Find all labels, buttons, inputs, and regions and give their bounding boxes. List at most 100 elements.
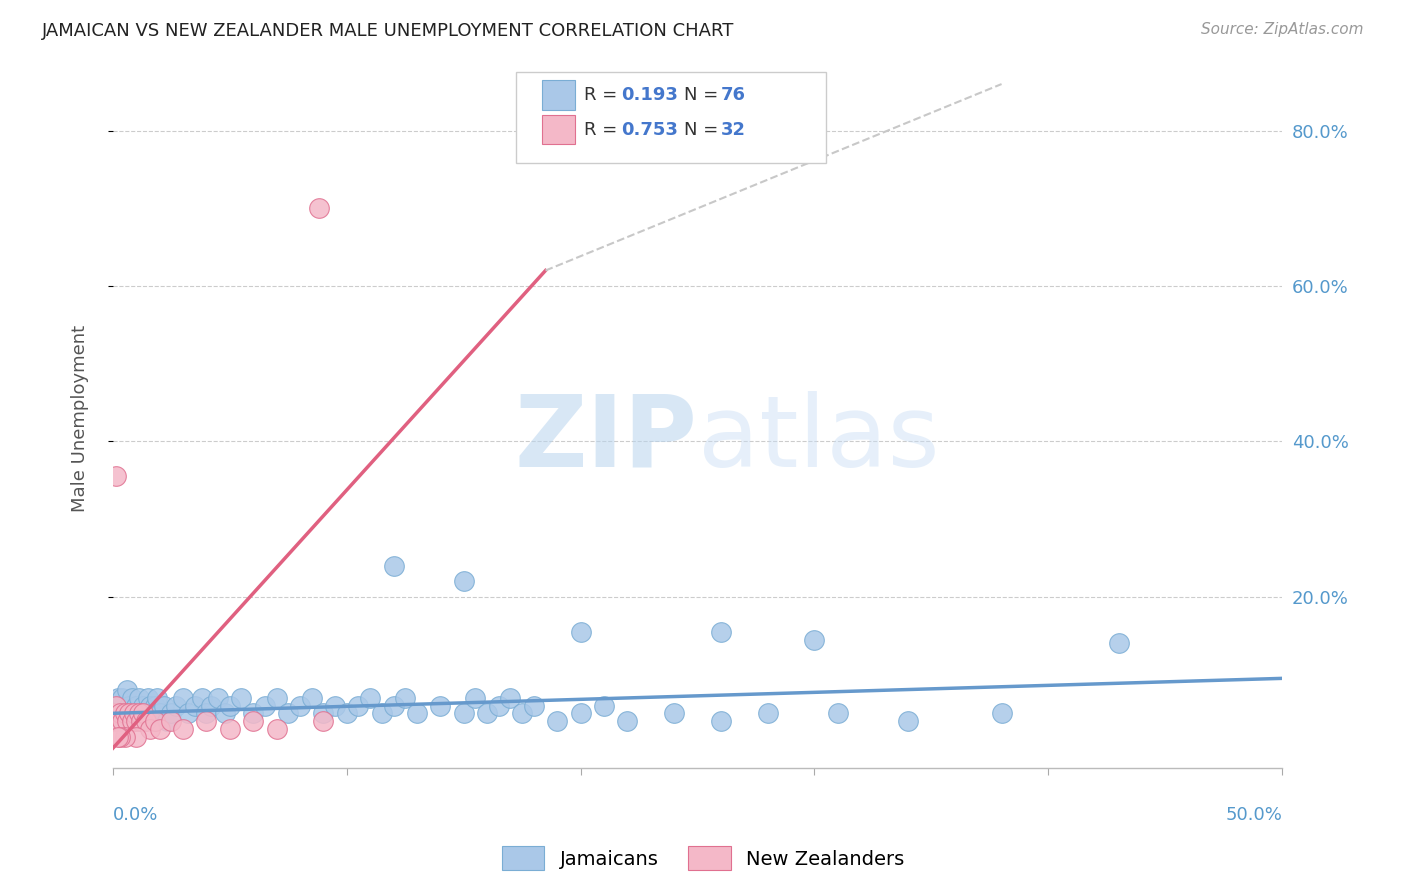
Point [803, 632, 825, 647]
Point [107, 690, 129, 705]
Point [1108, 636, 1130, 650]
Point [312, 714, 335, 728]
Point [253, 698, 276, 713]
Point [172, 722, 194, 736]
Point [125, 714, 148, 728]
Point [200, 698, 222, 713]
Point [218, 722, 240, 736]
Point [172, 690, 194, 705]
FancyBboxPatch shape [516, 72, 827, 163]
Point [143, 714, 166, 728]
Point [107, 706, 129, 721]
Text: N =: N = [683, 87, 724, 104]
Y-axis label: Male Unemployment: Male Unemployment [72, 325, 89, 512]
Point [277, 706, 299, 721]
Point [149, 706, 172, 721]
Text: 0.193: 0.193 [621, 87, 679, 104]
Point [108, 730, 131, 744]
Text: Source: ZipAtlas.com: Source: ZipAtlas.com [1201, 22, 1364, 37]
Text: 0.0%: 0.0% [112, 806, 159, 824]
Point [108, 706, 131, 721]
Point [139, 722, 162, 736]
Point [111, 690, 134, 705]
Text: 50.0%: 50.0% [1226, 806, 1282, 824]
Text: 0.753: 0.753 [621, 120, 679, 138]
Point [156, 714, 179, 728]
Text: R =: R = [583, 120, 623, 138]
Point [114, 706, 136, 721]
Point [453, 706, 475, 721]
Point [429, 698, 451, 713]
Point [218, 698, 240, 713]
Point [214, 706, 236, 721]
Point [122, 706, 145, 721]
Point [136, 690, 159, 705]
Point [464, 690, 486, 705]
Point [160, 714, 183, 728]
Point [616, 714, 638, 728]
Point [242, 714, 264, 728]
Point [710, 714, 733, 728]
Point [114, 730, 136, 744]
Point [546, 714, 568, 728]
Legend: Jamaicans, New Zealanders: Jamaicans, New Zealanders [494, 838, 912, 878]
Point [662, 706, 685, 721]
Point [160, 706, 183, 721]
Point [523, 698, 546, 713]
Point [111, 714, 134, 728]
Point [129, 714, 152, 728]
Point [347, 698, 370, 713]
Point [128, 706, 150, 721]
Point [453, 574, 475, 589]
Point [104, 698, 127, 713]
Point [125, 730, 148, 744]
Point [122, 706, 145, 721]
Point [103, 714, 125, 728]
Point [118, 698, 141, 713]
Point [710, 624, 733, 639]
Point [115, 714, 138, 728]
Point [146, 690, 169, 705]
Point [135, 706, 157, 721]
Point [312, 706, 335, 721]
Point [135, 714, 157, 728]
Point [569, 624, 592, 639]
Text: ZIP: ZIP [515, 391, 697, 488]
Text: N =: N = [683, 120, 724, 138]
Point [176, 706, 198, 721]
Point [149, 722, 172, 736]
Point [132, 706, 155, 721]
Point [121, 714, 143, 728]
Point [107, 730, 129, 744]
Point [510, 706, 533, 721]
Point [301, 690, 323, 705]
Point [195, 706, 218, 721]
Point [990, 706, 1012, 721]
Point [359, 690, 381, 705]
Point [266, 722, 288, 736]
Point [142, 706, 165, 721]
Point [288, 698, 311, 713]
Point [897, 714, 920, 728]
Point [107, 714, 129, 728]
Point [336, 706, 359, 721]
Point [105, 469, 128, 483]
Point [488, 698, 510, 713]
Point [499, 690, 522, 705]
Point [183, 698, 205, 713]
Point [114, 706, 136, 721]
Point [756, 706, 779, 721]
Point [308, 202, 330, 216]
Point [118, 706, 141, 721]
Point [104, 714, 127, 728]
Text: atlas: atlas [697, 391, 939, 488]
Point [371, 706, 394, 721]
Point [406, 706, 429, 721]
Point [382, 558, 405, 573]
Point [569, 706, 592, 721]
Point [108, 698, 131, 713]
Point [195, 714, 218, 728]
Point [593, 698, 616, 713]
Point [128, 690, 150, 705]
Point [382, 698, 405, 713]
